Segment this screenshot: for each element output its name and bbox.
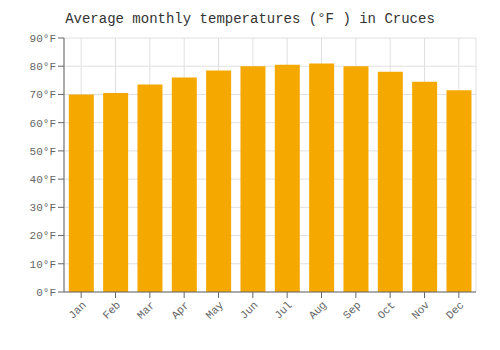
svg-text:60°F: 60°F	[30, 118, 56, 130]
svg-text:70°F: 70°F	[30, 89, 56, 101]
svg-text:Nov: Nov	[410, 299, 433, 322]
svg-text:Feb: Feb	[101, 299, 123, 321]
svg-text:Aug: Aug	[307, 299, 329, 321]
svg-text:Dec: Dec	[444, 299, 466, 321]
svg-text:80°F: 80°F	[30, 61, 56, 73]
svg-text:90°F: 90°F	[30, 33, 56, 45]
svg-text:10°F: 10°F	[30, 259, 56, 271]
svg-text:20°F: 20°F	[30, 230, 56, 242]
svg-text:Apr: Apr	[169, 299, 191, 321]
svg-text:40°F: 40°F	[30, 174, 56, 186]
svg-text:Jun: Jun	[238, 299, 260, 321]
html-text:Average monthly temperatures (: Average monthly temperatures (°F ) in Cr…	[65, 11, 435, 27]
svg-text:May: May	[204, 299, 227, 322]
svg-text:Mar: Mar	[135, 299, 157, 321]
svg-text:Oct: Oct	[375, 299, 397, 321]
svg-text:50°F: 50°F	[30, 146, 56, 158]
svg-text:Jul: Jul	[272, 299, 294, 321]
svg-text:30°F: 30°F	[30, 202, 56, 214]
svg-text:Jan: Jan	[66, 299, 88, 321]
svg-text:Sep: Sep	[341, 299, 363, 321]
svg-text:0°F: 0°F	[36, 287, 56, 299]
